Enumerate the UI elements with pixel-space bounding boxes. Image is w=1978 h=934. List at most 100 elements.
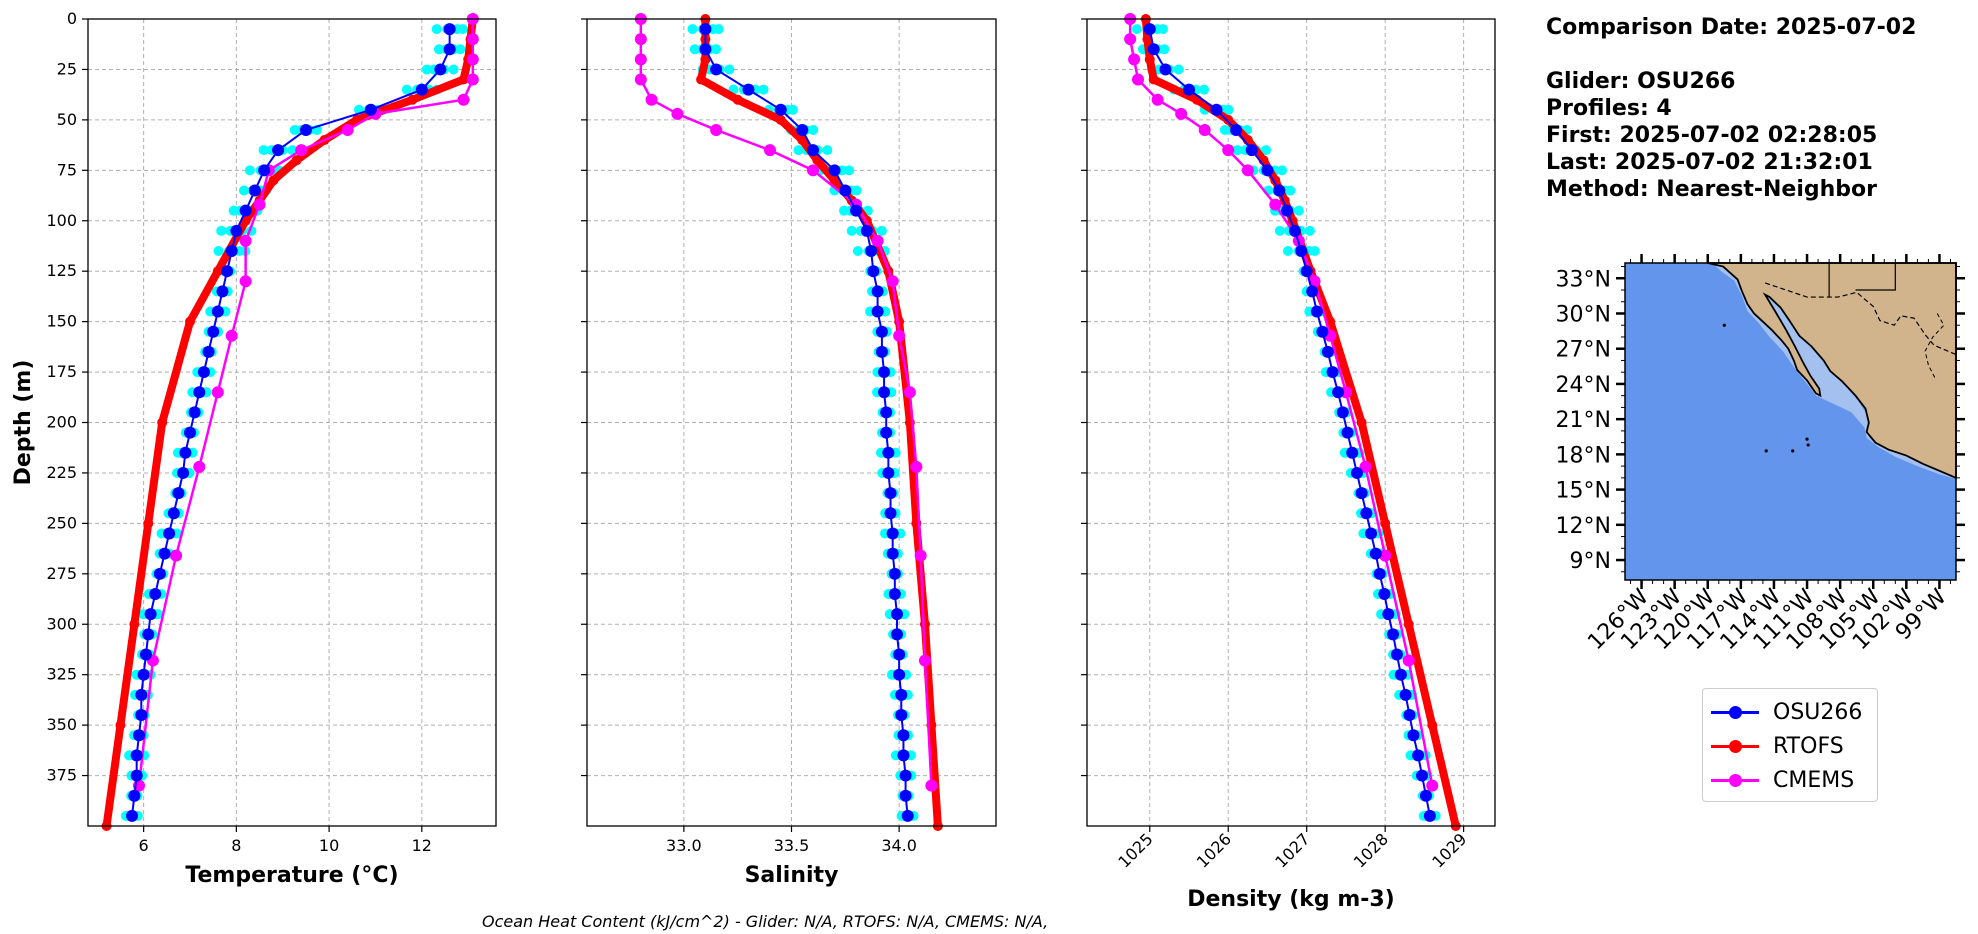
series-point-osu266 (1399, 688, 1412, 701)
legend-entry-glider: OSU266 (1711, 697, 1862, 727)
glider-profile-point (1304, 225, 1315, 236)
x-tick-label: 34.0 (881, 836, 917, 855)
glider-profile-point (846, 225, 857, 236)
series-point-cmems (886, 275, 899, 288)
series-point-osu266 (163, 527, 176, 540)
y-tick-label: 150 (46, 312, 77, 331)
glider-profile-point (238, 185, 249, 196)
series-line-osu266 (704, 29, 909, 817)
series-point-osu266 (871, 285, 884, 298)
legend-entry-cmems: CMEMS (1711, 765, 1854, 795)
glider-profile-point (1309, 246, 1320, 257)
x-tick-label: 10 (319, 836, 339, 855)
island (1722, 323, 1726, 327)
series-point-osu266 (443, 43, 456, 56)
glider-profile-point (1293, 205, 1304, 216)
series-point-osu266 (890, 608, 903, 621)
series-point-osu266 (1245, 144, 1258, 157)
x-tick-label: 33.5 (774, 836, 810, 855)
glider-profile-point (448, 64, 459, 75)
series-point-osu266 (867, 265, 880, 278)
series-point-osu266 (1300, 265, 1313, 278)
series-point-rtofs (268, 175, 279, 186)
series-point-osu266 (1365, 527, 1378, 540)
glider-profile-point (1223, 104, 1234, 115)
series-point-osu266 (897, 729, 910, 742)
series-point-cmems (634, 33, 647, 46)
series-point-osu266 (882, 446, 895, 459)
series-point-osu266 (1373, 567, 1386, 580)
lat-label: 12°N (1556, 514, 1611, 539)
country-border (1764, 282, 1957, 356)
series-point-osu266 (880, 406, 893, 419)
series-point-osu266 (1288, 224, 1301, 237)
series-point-osu266 (878, 386, 891, 399)
series-point-cmems (671, 107, 684, 120)
series-point-cmems (1151, 93, 1164, 106)
series-point-osu266 (167, 507, 180, 520)
series-line-cmems (1128, 19, 1434, 786)
series-point-rtofs (1427, 720, 1438, 731)
series-point-osu266 (184, 426, 196, 439)
series-point-osu266 (886, 547, 899, 560)
series-point-cmems (925, 779, 938, 792)
series-point-osu266 (272, 144, 285, 157)
series-point-osu266 (443, 23, 456, 36)
comparison-info: Comparison Date: 2025-07-02 Glider: OSU2… (1546, 14, 1916, 203)
series-point-cmems (239, 275, 252, 288)
series-point-rtofs (732, 94, 743, 105)
series-point-cmems (807, 164, 820, 177)
island (1805, 437, 1809, 441)
series-point-osu266 (1306, 285, 1319, 298)
series-point-cmems (341, 123, 354, 136)
series-point-rtofs (458, 74, 469, 85)
glider-profile-point (711, 44, 722, 55)
series-point-osu266 (875, 345, 888, 358)
island (1764, 449, 1768, 453)
series-point-cmems (903, 386, 916, 399)
series-point-osu266 (144, 608, 157, 621)
lat-label: 27°N (1556, 338, 1611, 363)
y-tick-label: 300 (46, 614, 77, 633)
series-point-cmems (1128, 53, 1141, 66)
glider-profile-point (787, 104, 798, 115)
series-point-osu266 (839, 184, 852, 197)
series-point-osu266 (1295, 245, 1308, 258)
series-point-osu266 (710, 63, 723, 76)
glider-profile-point (1282, 246, 1293, 257)
series-point-osu266 (875, 325, 888, 338)
series-point-osu266 (415, 83, 428, 96)
glider-profile-point (216, 225, 227, 236)
series-point-osu266 (177, 466, 190, 479)
series-line-osu266 (131, 29, 451, 817)
interpolation-method: Method: Nearest-Neighbor (1546, 177, 1877, 202)
glider-profile-point (455, 44, 466, 55)
series-point-cmems (295, 144, 308, 157)
series-point-osu266 (130, 749, 143, 762)
series-point-cmems (193, 460, 206, 473)
series-point-rtofs (1403, 619, 1414, 630)
series-point-osu266 (135, 688, 148, 701)
series-point-osu266 (193, 386, 206, 399)
y-tick-label: 225 (46, 463, 77, 482)
glider-profile-point (689, 44, 700, 55)
series-point-rtofs (829, 175, 840, 186)
series-point-cmems (239, 234, 252, 247)
series-point-osu266 (884, 507, 897, 520)
series-point-cmems (253, 198, 266, 211)
glider-profile-point (1232, 145, 1243, 156)
series-point-osu266 (893, 668, 906, 681)
legend: OSU266 RTOFS CMEMS (1702, 688, 1878, 802)
series-point-rtofs (185, 316, 195, 327)
lat-label: 24°N (1556, 373, 1611, 398)
state-border (1855, 263, 1896, 291)
series-point-osu266 (1387, 628, 1399, 641)
series-point-rtofs (1223, 114, 1234, 125)
series-point-osu266 (230, 224, 243, 237)
series-point-rtofs (157, 417, 168, 428)
y-tick-label: 175 (46, 362, 77, 381)
series-point-cmems (1359, 460, 1372, 473)
series-point-osu266 (1147, 43, 1160, 56)
glider-profile-point (1274, 225, 1285, 236)
series-point-osu266 (828, 164, 841, 177)
